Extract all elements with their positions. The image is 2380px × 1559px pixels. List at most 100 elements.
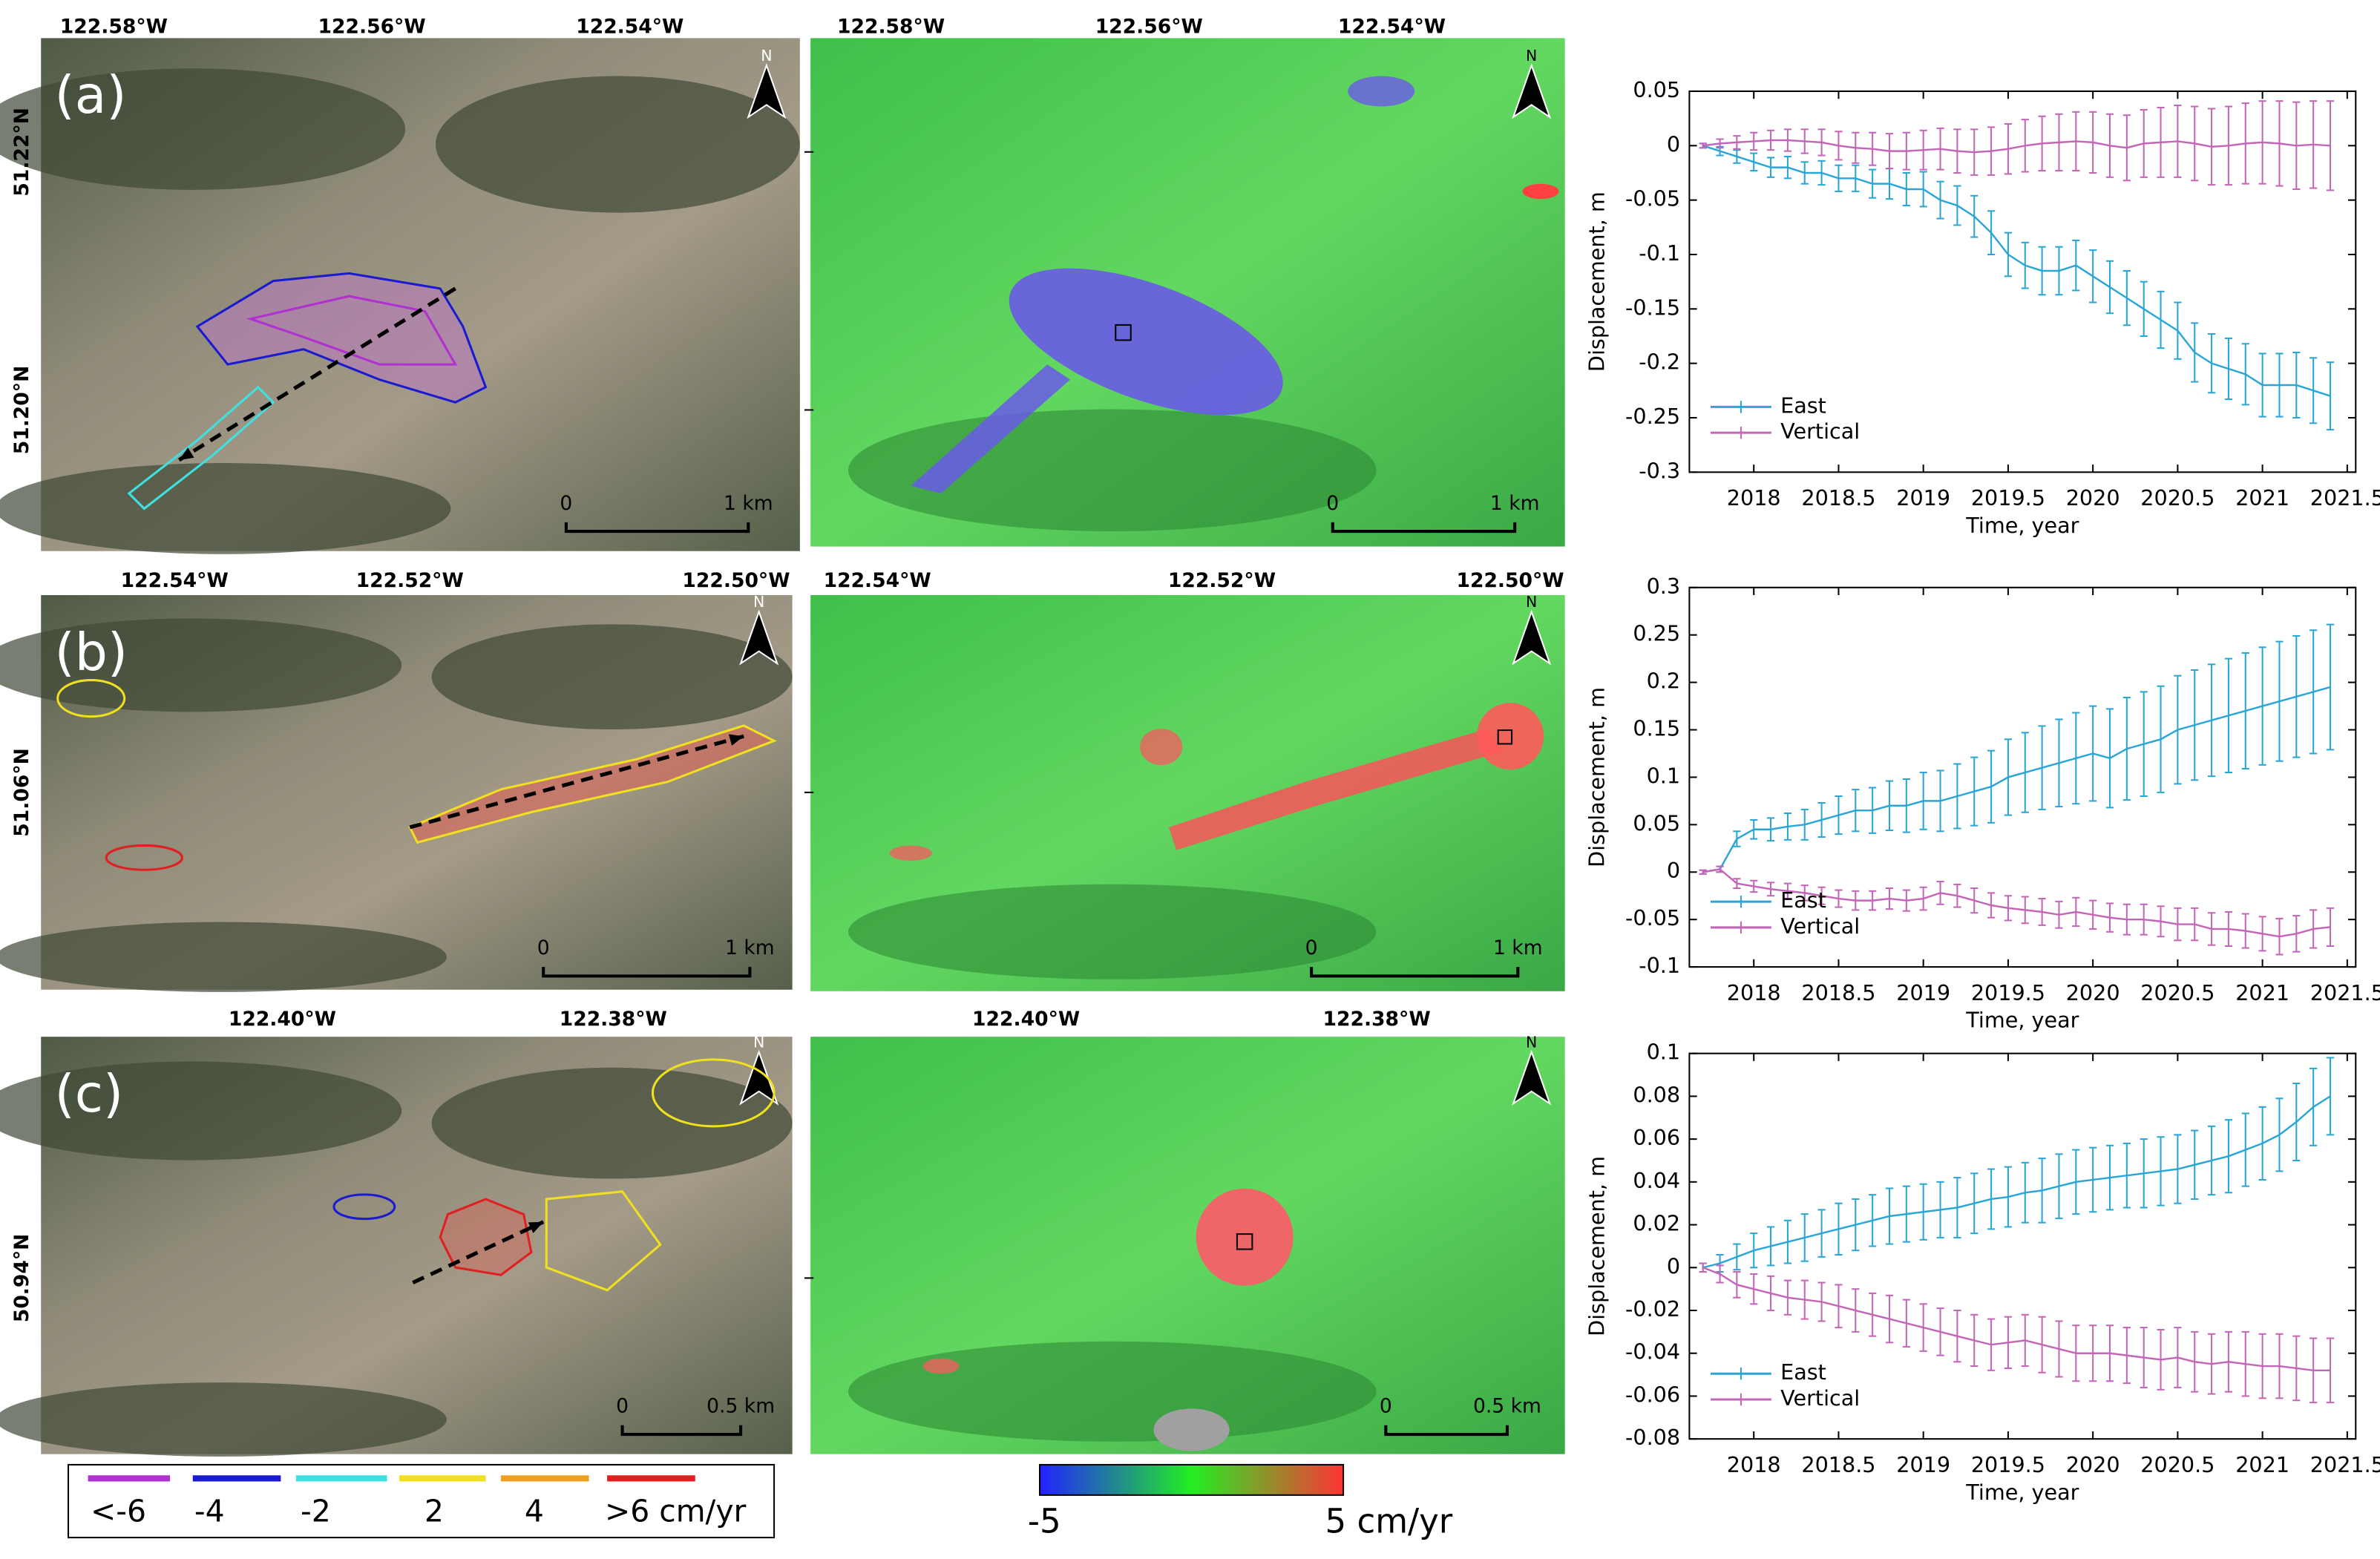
velocity-blob (1522, 183, 1559, 200)
series-line (1702, 1095, 2331, 1269)
y-tick-label: 0.05 (1633, 77, 1680, 102)
longitude-label: 122.38°W (1322, 1008, 1430, 1031)
velocity-blob (1140, 728, 1183, 766)
longitude-label: 122.38°W (560, 1008, 667, 1031)
contour (127, 385, 275, 511)
velocity-blob (911, 364, 1070, 493)
forest-patch (431, 624, 793, 729)
scale-bar (542, 967, 752, 978)
x-tick-label: 2020 (2066, 1452, 2120, 1477)
x-tick-label: 2019.5 (1971, 485, 2045, 511)
legend-label: >6 cm/yr (605, 1493, 747, 1529)
y-tick-label: -0.1 (1639, 953, 1680, 978)
forest-patch (0, 618, 402, 712)
y-tick-label: 0 (1667, 1253, 1680, 1279)
y-axis-label: Displacement, m (1584, 687, 1610, 867)
forest-patch (0, 68, 406, 190)
legend-label: East (1780, 393, 1826, 418)
scale-bar (564, 522, 750, 534)
x-tick-label: 2018 (1727, 1452, 1781, 1477)
series-line (1702, 686, 2331, 873)
legend-label: 4 (525, 1493, 544, 1529)
motion-arrow (177, 286, 456, 462)
plot-frame (1688, 1052, 2357, 1440)
contour (651, 1058, 776, 1128)
x-axis-label: Time, year (1965, 1008, 2079, 1033)
x-tick-label: 2018.5 (1801, 980, 1875, 1005)
x-tick-label: 2018.5 (1801, 485, 1875, 511)
x-tick-label: 2018 (1727, 980, 1781, 1005)
longitude-label: 122.54°W (824, 569, 931, 592)
gap-patch (1153, 1408, 1230, 1451)
contour (105, 844, 183, 871)
y-tick-label: 0.25 (1633, 621, 1680, 646)
x-axis-label: Time, year (1965, 1480, 2079, 1505)
legend-label: 2 (424, 1493, 444, 1529)
series-line (1702, 145, 2331, 397)
colorbar-label: 5 cm/yr (1325, 1502, 1453, 1541)
latitude-label: 51.20°N (10, 366, 33, 455)
forest-patch (431, 1067, 793, 1179)
colorbar-label: -5 (1028, 1502, 1061, 1541)
motion-arrow (412, 1220, 545, 1284)
x-tick-label: 2019 (1896, 980, 1950, 1005)
x-axis-label: Time, year (1965, 513, 2079, 538)
longitude-label: 122.54°W (1338, 16, 1446, 39)
north-label: N (1526, 1033, 1537, 1051)
contour (545, 1190, 662, 1292)
scale-bar (1384, 1425, 1509, 1437)
scale-label: 1 km (1490, 492, 1540, 515)
series-line (1702, 868, 2331, 938)
contour (56, 679, 126, 718)
velocity-blob (922, 1358, 960, 1374)
north-label: N (753, 593, 764, 611)
x-tick-label: 2020.5 (2140, 980, 2215, 1005)
forest-patch (0, 922, 447, 992)
contour (332, 1193, 396, 1221)
panel-label: (c) (55, 1064, 123, 1124)
forest-patch (0, 463, 451, 554)
scale-bar (1331, 522, 1517, 534)
motion-arrowhead (728, 734, 744, 746)
north-arrow (1512, 609, 1552, 666)
panel-label: (a) (55, 65, 127, 125)
y-tick-label: 0.08 (1633, 1082, 1680, 1107)
longitude-label: 122.56°W (1095, 16, 1203, 39)
x-tick-label: 2020.5 (2140, 1452, 2215, 1477)
legend-label: East (1780, 1359, 1826, 1385)
x-tick-label: 2019 (1896, 1452, 1950, 1477)
y-tick-label: 0.1 (1647, 1040, 1681, 1065)
y-tick-label: 0.04 (1633, 1168, 1680, 1193)
motion-arrowhead (528, 1221, 544, 1233)
north-arrow (1512, 63, 1552, 119)
forest-patch (435, 76, 800, 213)
north-arrow (739, 1049, 779, 1106)
north-arrow (1512, 1049, 1552, 1106)
x-tick-label: 2019 (1896, 485, 1950, 511)
longitude-label: 122.50°W (1456, 569, 1564, 592)
north-label: N (1526, 47, 1537, 65)
scale-label: 0.5 km (707, 1395, 775, 1418)
legend-label: -4 (194, 1493, 225, 1529)
x-tick-label: 2021.5 (2310, 980, 2380, 1005)
y-tick-label: 0.15 (1633, 716, 1680, 741)
y-tick-label: -0.1 (1639, 240, 1680, 266)
x-tick-label: 2021 (2235, 485, 2289, 511)
latitude-label: 50.94°N (10, 1234, 33, 1323)
legend-label: <-6 (91, 1493, 146, 1529)
scale-label: 1 km (724, 492, 773, 515)
scale-bar (1310, 967, 1520, 978)
scale-label: 1 km (725, 936, 775, 959)
x-tick-label: 2020 (2066, 980, 2120, 1005)
x-tick-label: 2020.5 (2140, 485, 2215, 511)
y-tick-label: -0.25 (1625, 404, 1680, 429)
x-tick-label: 2021 (2235, 1452, 2289, 1477)
velocity-blob (1196, 1188, 1294, 1286)
forest-patch (0, 1061, 402, 1161)
longitude-label: 122.52°W (1168, 569, 1276, 592)
y-tick-label: -0.04 (1625, 1339, 1680, 1365)
plot-frame (1688, 586, 2357, 968)
plot-frame (1688, 90, 2357, 473)
x-tick-label: 2021 (2235, 980, 2289, 1005)
